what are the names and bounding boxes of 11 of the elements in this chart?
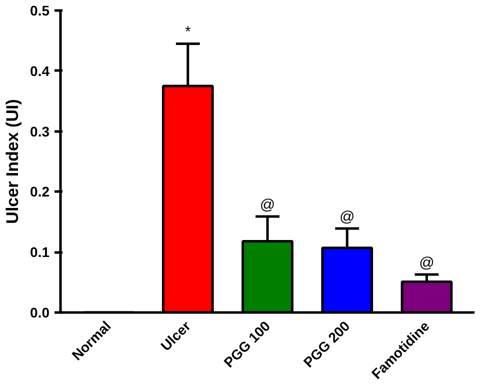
y-tick-label: 0.2: [30, 184, 50, 200]
y-axis-title: Ulcer Index (UI): [3, 99, 22, 224]
y-tick-label: 0.3: [30, 123, 50, 140]
annotation: *: [184, 24, 191, 41]
annotation: @: [260, 196, 276, 214]
y-tick-label: 0.0: [30, 304, 50, 320]
y-tick-label: 0.1: [30, 244, 50, 260]
annotation: @: [419, 254, 434, 272]
annotation: @: [340, 208, 355, 226]
y-tick-label: 0.5: [30, 2, 50, 18]
y-tick-label: 0.4: [30, 62, 50, 79]
